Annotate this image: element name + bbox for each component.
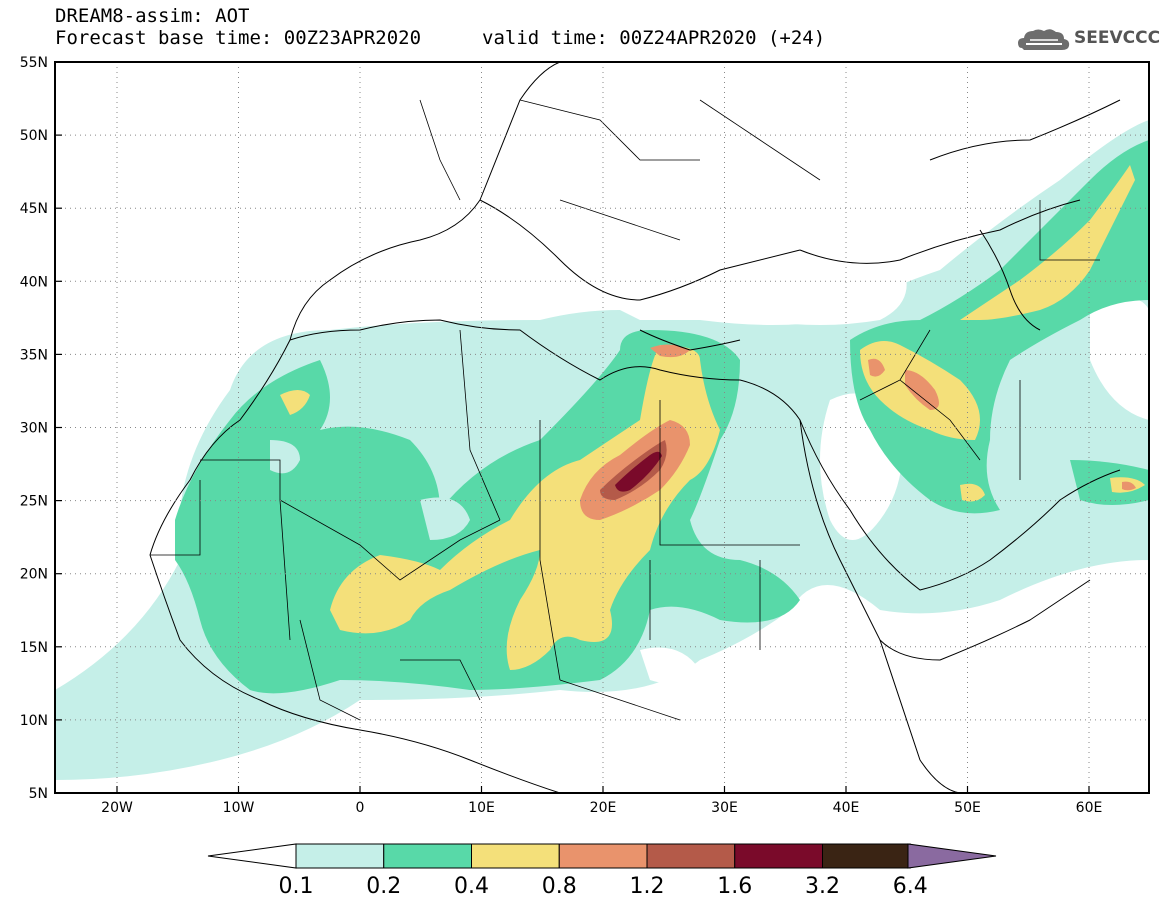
aot-field [55, 120, 1149, 780]
lat-lon-grid [55, 62, 1149, 793]
colorbar-label: 0.2 [366, 874, 401, 899]
valid-time: valid time: 00Z24APR2020 (+24) [482, 27, 826, 49]
lon-label: 20E [590, 800, 617, 816]
country-borders [150, 99, 1100, 721]
colorbar-cell [734, 843, 823, 869]
colorbar-label: 3.2 [805, 874, 840, 899]
lat-label: 55N [20, 55, 48, 71]
aot-contour-1.6 [615, 451, 662, 492]
lon-label: 10W [223, 800, 255, 816]
lon-label: 40E [833, 800, 860, 816]
colorbar: 0.1 0.2 0.4 0.8 1.2 1.6 3.2 6.4 [207, 843, 997, 899]
lat-label: 5N [29, 786, 48, 802]
lat-label: 45N [20, 201, 48, 217]
colorbar-label: 0.4 [454, 874, 489, 899]
colorbar-label: 1.6 [717, 874, 752, 899]
colorbar-label: 0.8 [542, 874, 577, 899]
aot-contour-0.4 [330, 345, 720, 670]
colorbar-label: 1.2 [630, 874, 665, 899]
lat-label: 20N [20, 567, 48, 583]
colorbar-cell [646, 843, 736, 869]
lat-label: 10N [20, 713, 48, 729]
lon-label: 50E [954, 800, 981, 816]
cloud-icon [1018, 29, 1070, 50]
map-title: DREAM8-assim: AOT [55, 5, 250, 27]
lat-label: 15N [20, 640, 48, 656]
colorbar-low-arrow [207, 843, 297, 869]
forecast-base-time: Forecast base time: 00Z23APR2020 [55, 27, 422, 49]
colorbar-cell [471, 843, 560, 869]
colorbar-cell [383, 843, 472, 869]
lon-label: 30E [711, 800, 738, 816]
colorbar-high-arrow [907, 843, 997, 869]
lat-label: 25N [20, 494, 48, 510]
lon-label: 20W [101, 800, 133, 816]
lon-label: 60E [1076, 800, 1103, 816]
lat-label: 35N [20, 347, 48, 363]
colorbar-cell [295, 843, 385, 869]
colorbar-cell [558, 843, 648, 869]
lat-label: 40N [20, 274, 48, 290]
colorbar-cell [822, 843, 911, 869]
lat-label: 30N [20, 421, 48, 437]
colorbar-label: 6.4 [893, 874, 928, 899]
lon-label: 0 [356, 800, 365, 816]
colorbar-label: 0.1 [279, 874, 314, 899]
lat-label: 50N [20, 128, 48, 144]
logo-text: SEEVCCC [1074, 28, 1161, 48]
seevccc-logo: SEEVCCC [1016, 24, 1160, 56]
lon-label: 10E [468, 800, 495, 816]
